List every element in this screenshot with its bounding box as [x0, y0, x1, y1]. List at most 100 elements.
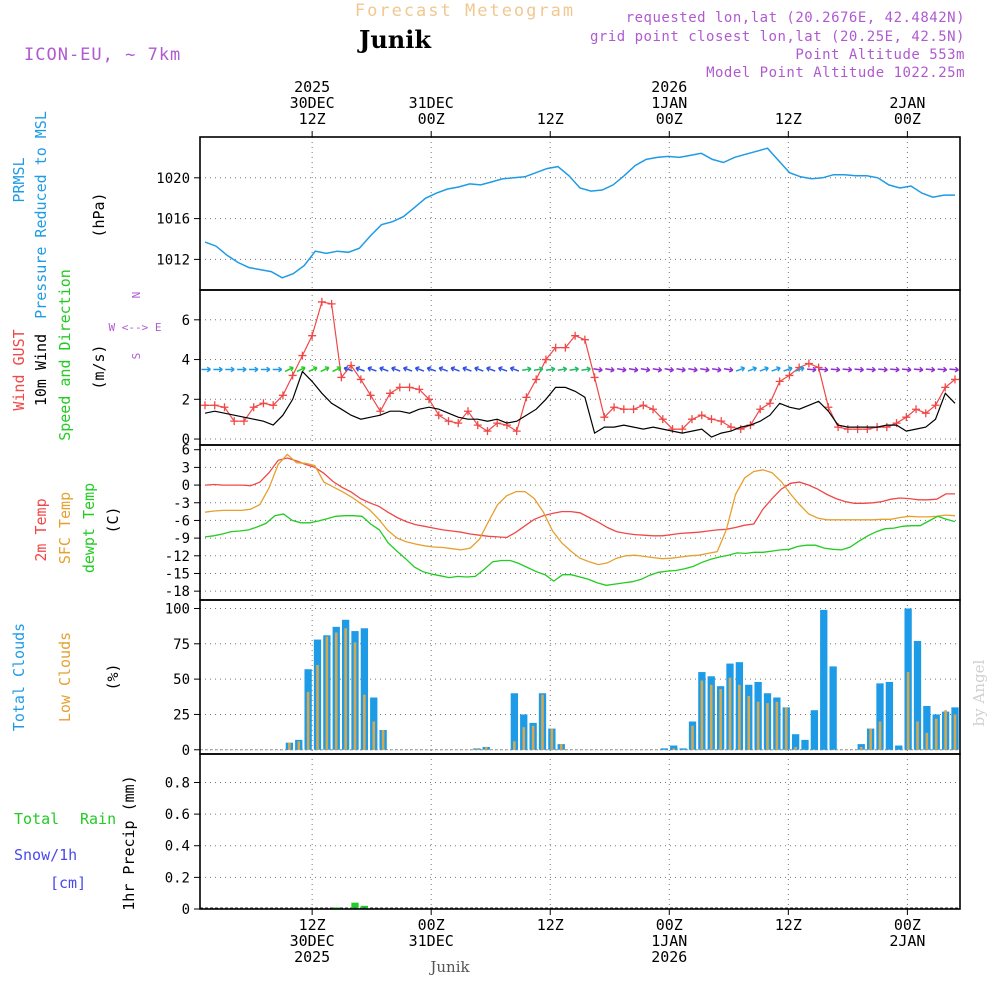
wind-arrow: [640, 367, 650, 372]
wind-arrow: [296, 366, 306, 373]
total-cloud-bar: [660, 748, 669, 750]
wind-arrow-head: [693, 366, 698, 373]
wind-gust-marker: [678, 425, 687, 434]
wind-gust-marker: [843, 425, 852, 434]
wind-gust-marker: [337, 373, 346, 382]
wind-arrow: [474, 367, 484, 372]
footer-location: Junik: [428, 958, 470, 976]
wind-ytick-label: 4: [182, 353, 190, 369]
watermark: by Angel: [970, 659, 988, 726]
wind-arrow: [605, 367, 615, 372]
wind-gust-marker: [317, 297, 326, 306]
plot-layer: 1012101610200246-18-15-12-9-6-3036025507…: [156, 78, 961, 966]
total-cloud-bar: [360, 628, 369, 750]
wind-gust-marker: [395, 383, 404, 392]
low-cloud-bar: [559, 744, 563, 750]
wind-arrow-head: [787, 366, 793, 372]
wind-arrow: [664, 367, 674, 372]
compass-s-label: S: [130, 353, 143, 360]
wind-gust-marker: [463, 407, 472, 416]
wind-arrow-head: [486, 366, 491, 372]
wind-arrow-head: [562, 366, 568, 373]
sfc-temp-line: [204, 453, 956, 566]
wind-gust-marker: [951, 375, 959, 384]
bottom-time-label: 12Z: [775, 916, 802, 934]
prmsl-line: [204, 147, 955, 279]
wind-arrow-head: [835, 366, 841, 373]
wind-arrow-head: [598, 366, 603, 373]
low-cloud-bar: [550, 728, 554, 750]
temperature-ytick-label: -12: [165, 549, 190, 565]
top-time-label: 31DEC: [409, 94, 454, 112]
wind-arrow-head: [230, 366, 235, 373]
wind-arrow: [759, 367, 769, 372]
wind-arrow-head: [324, 366, 330, 372]
low-cloud-bar: [878, 721, 882, 750]
clouds-ytick-label: 100: [165, 601, 190, 617]
top-time-label: 00Z: [656, 110, 683, 128]
wind-arrow-head: [871, 366, 876, 373]
wind-arrow: [830, 368, 840, 371]
wind-arrow: [949, 368, 959, 371]
precip-ytick-label: 0.2: [165, 870, 190, 886]
total-cloud-bar: [913, 640, 922, 750]
wind-arrow-head: [919, 366, 924, 373]
wind-arrow: [569, 367, 579, 372]
prmsl-desc-label: Pressure Reduced to MSL: [32, 111, 50, 319]
wind-arrow-head: [498, 366, 503, 372]
total-cloud-bar: [679, 748, 687, 750]
requested-coords: requested lon,lat (20.2676E, 42.4842N): [626, 10, 965, 26]
wind-arrow: [355, 367, 365, 372]
dewpt-label: dewpt Temp: [80, 483, 98, 573]
temperature-ytick-label: -6: [173, 513, 190, 529]
wind-arrow-head: [414, 366, 420, 372]
wind-arrow: [415, 367, 425, 372]
low-cloud-bar: [513, 741, 516, 750]
wind-gust-marker: [230, 417, 239, 426]
wind-gust-marker: [863, 425, 872, 434]
precip-ytick-label: 0.6: [165, 807, 190, 823]
wind-gust-marker: [756, 405, 765, 414]
wind-arrow-head: [657, 366, 663, 373]
total-cloud-bar: [791, 734, 800, 750]
bottom-time-label: 1JAN: [651, 932, 687, 950]
temperature-ytick-label: 3: [182, 460, 190, 476]
wind-gust-marker: [502, 421, 511, 430]
wind-arrow-head: [343, 366, 349, 372]
wind-gust-marker: [775, 377, 784, 386]
wind-arrow: [343, 367, 353, 372]
bottom-time-label: 2JAN: [889, 932, 925, 950]
wind-gust-marker: [600, 413, 609, 422]
wind-gust-marker: [259, 399, 268, 408]
low-cloud-bar: [372, 721, 376, 750]
wind-gust-marker: [561, 343, 570, 352]
wind-arrow: [308, 366, 318, 373]
low-cloud-bar: [869, 728, 872, 750]
wind-arrow-head: [645, 366, 651, 373]
total-cloud-bar: [923, 705, 931, 750]
low-cloud-bar: [719, 689, 722, 750]
wind-arrow: [795, 367, 805, 372]
wind-arrow: [700, 367, 710, 372]
wind-arrow-head: [705, 366, 710, 373]
top-time-label: 00Z: [894, 110, 921, 128]
wind-arrow: [616, 367, 627, 372]
bottom-time-label: 2025: [294, 948, 330, 966]
wind-arrow-head: [883, 366, 888, 373]
wind-gust-marker: [814, 363, 823, 372]
wind-arrow-head: [586, 366, 591, 373]
total-cloud-bar: [670, 745, 678, 750]
wind-arrow-head: [550, 366, 556, 373]
total-precip-bar: [351, 902, 359, 909]
wind-gust-label: Wind GUST: [10, 329, 28, 410]
wind-arrow-head: [509, 366, 515, 372]
wind-gust-marker: [308, 331, 317, 340]
wind-arrow: [688, 367, 698, 372]
wind-arrow-head: [942, 366, 948, 373]
temperature-ytick-label: -9: [173, 531, 190, 547]
wind-gust-marker: [405, 383, 414, 392]
low-clouds-label: Low Clouds: [56, 632, 74, 722]
wind-arrow-head: [538, 366, 544, 373]
wind-arrow-head: [717, 366, 722, 373]
wind-gust-marker: [688, 415, 697, 424]
